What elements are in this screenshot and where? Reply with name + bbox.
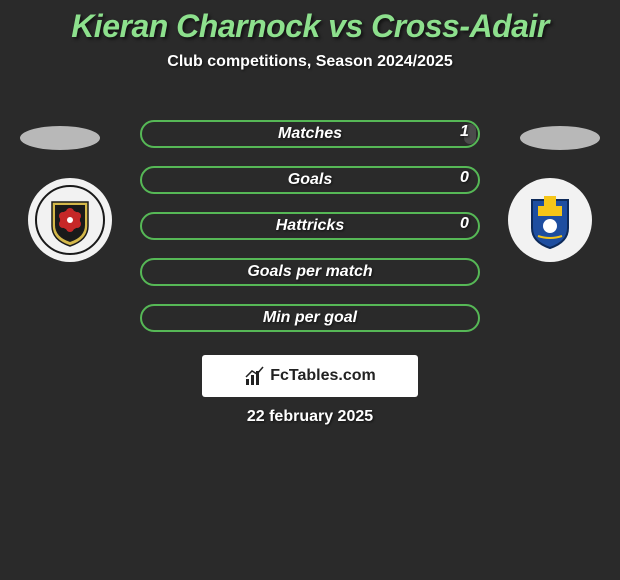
stat-label: Goals per match (247, 263, 372, 281)
stat-row: Hattricks 0 (0, 212, 620, 246)
comparison-title: Kieran Charnock vs Cross-Adair (0, 0, 620, 45)
stat-row: Min per goal (0, 304, 620, 338)
stat-bar: Matches (140, 120, 480, 148)
stat-label: Goals (288, 171, 332, 189)
stat-bar: Goals per match (140, 258, 480, 286)
stat-right-value: 1 (460, 123, 469, 141)
stat-label: Matches (278, 125, 342, 143)
stat-row: Goals per match (0, 258, 620, 292)
stat-row: Goals 0 (0, 166, 620, 200)
chart-icon (244, 365, 266, 387)
stat-bar: Hattricks (140, 212, 480, 240)
stat-label: Hattricks (276, 217, 344, 235)
stat-label: Min per goal (263, 309, 357, 327)
fctables-logo: FcTables.com (202, 355, 418, 397)
logo-text: FcTables.com (270, 367, 376, 385)
stat-bar: Min per goal (140, 304, 480, 332)
stats-container: Matches 1 Goals 0 Hattricks 0 Goals per … (0, 120, 620, 350)
stat-right-value: 0 (460, 169, 469, 187)
stat-bar: Goals (140, 166, 480, 194)
stat-right-value: 0 (460, 215, 469, 233)
date-text: 22 february 2025 (0, 408, 620, 426)
comparison-subtitle: Club competitions, Season 2024/2025 (0, 53, 620, 71)
stat-row: Matches 1 (0, 120, 620, 154)
